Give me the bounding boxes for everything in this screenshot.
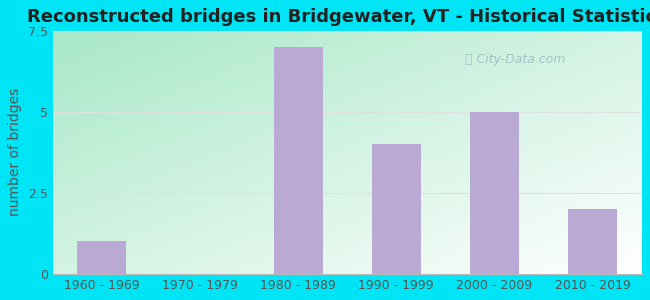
Y-axis label: number of bridges: number of bridges <box>8 88 22 216</box>
Bar <box>274 47 322 274</box>
Text: ⓘ City-Data.com: ⓘ City-Data.com <box>465 53 566 66</box>
Bar <box>470 112 519 274</box>
Title: Reconstructed bridges in Bridgewater, VT - Historical Statistics: Reconstructed bridges in Bridgewater, VT… <box>27 8 650 26</box>
Bar <box>372 144 421 274</box>
Bar <box>568 209 617 274</box>
Bar <box>77 242 126 274</box>
